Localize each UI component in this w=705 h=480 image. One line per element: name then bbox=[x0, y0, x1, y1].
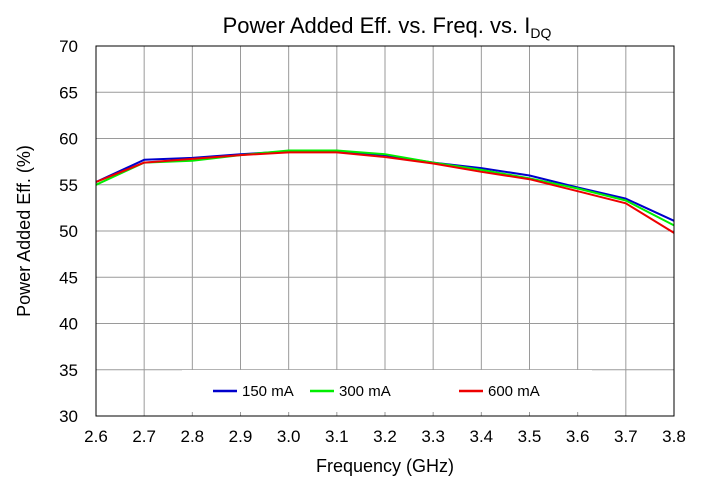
plot-frame bbox=[95, 45, 675, 417]
x-tick-label: 2.9 bbox=[229, 427, 253, 446]
x-tick-label: 3.5 bbox=[518, 427, 542, 446]
legend-label: 600 mA bbox=[488, 383, 540, 400]
series-line-300-ma bbox=[95, 149, 675, 227]
y-tick-label: 30 bbox=[59, 407, 78, 426]
x-tick-label: 3.0 bbox=[277, 427, 301, 446]
legend: 150 mA 300 mA 600 mA bbox=[213, 383, 540, 400]
y-tick-labels: 30 35 40 45 50 55 60 65 70 bbox=[59, 37, 78, 426]
legend-label: 150 mA bbox=[242, 383, 294, 400]
x-tick-label: 2.6 bbox=[84, 427, 108, 446]
y-tick-label: 50 bbox=[59, 222, 78, 241]
grid bbox=[95, 45, 675, 417]
x-axis-label: Frequency (GHz) bbox=[316, 456, 454, 476]
legend-label: 300 mA bbox=[339, 383, 391, 400]
y-tick-label: 45 bbox=[59, 268, 78, 287]
x-tick-label: 3.6 bbox=[566, 427, 590, 446]
x-tick-label: 2.8 bbox=[181, 427, 205, 446]
y-axis-label: Power Added Eff. (%) bbox=[14, 145, 34, 317]
y-tick-label: 60 bbox=[59, 130, 78, 149]
y-tick-label: 70 bbox=[59, 37, 78, 56]
y-tick-label: 35 bbox=[59, 361, 78, 380]
x-tick-label: 3.4 bbox=[470, 427, 494, 446]
chart-title-subscript: DQ bbox=[530, 25, 551, 41]
chart-title: Power Added Eff. vs. Freq. vs. IDQ bbox=[223, 13, 552, 41]
x-tick-label: 2.7 bbox=[132, 427, 156, 446]
x-tick-label: 3.2 bbox=[373, 427, 397, 446]
x-tick-label: 3.7 bbox=[614, 427, 638, 446]
series-line-600-ma bbox=[95, 151, 675, 234]
series-lines bbox=[95, 149, 675, 234]
y-tick-label: 40 bbox=[59, 315, 78, 334]
chart-title-main: Power Added Eff. vs. Freq. vs. I bbox=[223, 13, 531, 38]
y-tick-label: 65 bbox=[59, 83, 78, 102]
x-tick-label: 3.8 bbox=[662, 427, 686, 446]
legend-box bbox=[182, 370, 592, 412]
x-tick-label: 3.1 bbox=[325, 427, 349, 446]
y-tick-label: 55 bbox=[59, 176, 78, 195]
x-tick-labels: 2.6 2.7 2.8 2.9 3.0 3.1 3.2 3.3 3.4 3.5 3.6 3.7 3.8 bbox=[84, 427, 686, 446]
x-tick-label: 3.3 bbox=[421, 427, 445, 446]
